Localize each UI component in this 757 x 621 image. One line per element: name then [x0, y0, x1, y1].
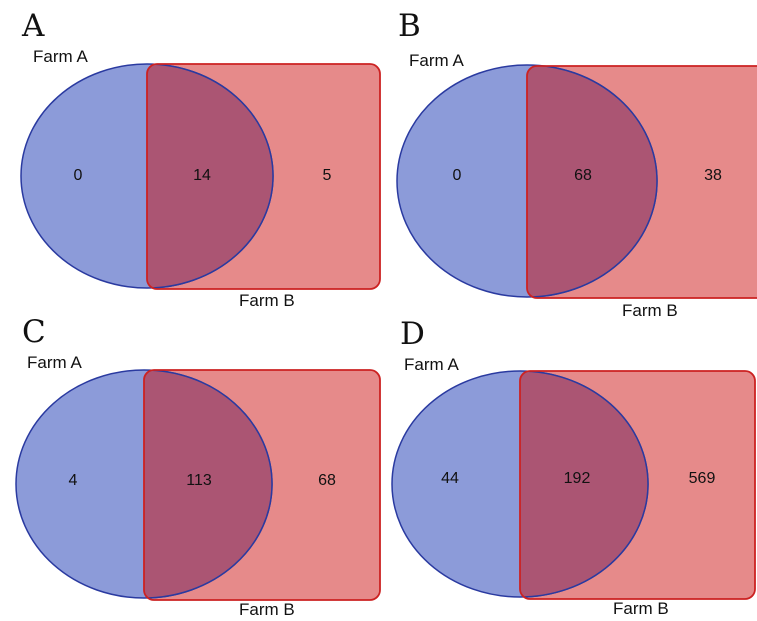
- overlap-region: [147, 64, 274, 289]
- overlap-region: [144, 370, 273, 599]
- set-b-outline: [526, 65, 757, 299]
- only-b-count: 68: [318, 472, 336, 489]
- overlap-region: [520, 371, 649, 598]
- both-count: 113: [186, 472, 212, 489]
- set-b-label: Farm B: [613, 599, 669, 618]
- both-count: 192: [564, 470, 591, 487]
- both-count: 14: [193, 167, 211, 184]
- only-a-count: 0: [74, 167, 83, 184]
- only-a-count: 4: [69, 472, 78, 489]
- set-a-label: Farm A: [27, 353, 82, 372]
- set-b-outline: [146, 63, 381, 290]
- set-b-outline: [143, 369, 381, 601]
- only-b-count: 5: [323, 167, 332, 184]
- panel-letter: C: [22, 314, 46, 350]
- only-b-count: 38: [704, 167, 722, 184]
- overlap-region: [527, 66, 658, 298]
- only-a-count: 0: [453, 167, 462, 184]
- venn-panel-c: C Farm A 4 113 68 Farm B: [15, 314, 381, 619]
- only-a-count: 44: [441, 470, 459, 487]
- panel-letter: D: [400, 316, 425, 352]
- venn-panel-d: D Farm A 44 192 569 Farm B: [391, 316, 756, 618]
- panel-letter: B: [398, 8, 421, 44]
- both-count: 68: [574, 167, 592, 184]
- venn-panel-b: B Farm A 0 68 38 Farm B: [396, 8, 757, 320]
- set-a-label: Farm A: [33, 47, 88, 66]
- set-b-label: Farm B: [239, 600, 295, 619]
- set-b-outline: [519, 370, 756, 600]
- set-b-label: Farm B: [239, 291, 295, 310]
- only-b-count: 569: [689, 470, 716, 487]
- set-b-label: Farm B: [622, 301, 678, 320]
- panel-letter: A: [21, 8, 45, 44]
- venn-panel-a: A Farm A 0 14 5 Farm B: [20, 8, 381, 310]
- set-a-label: Farm A: [409, 51, 464, 70]
- set-a-label: Farm A: [404, 355, 459, 374]
